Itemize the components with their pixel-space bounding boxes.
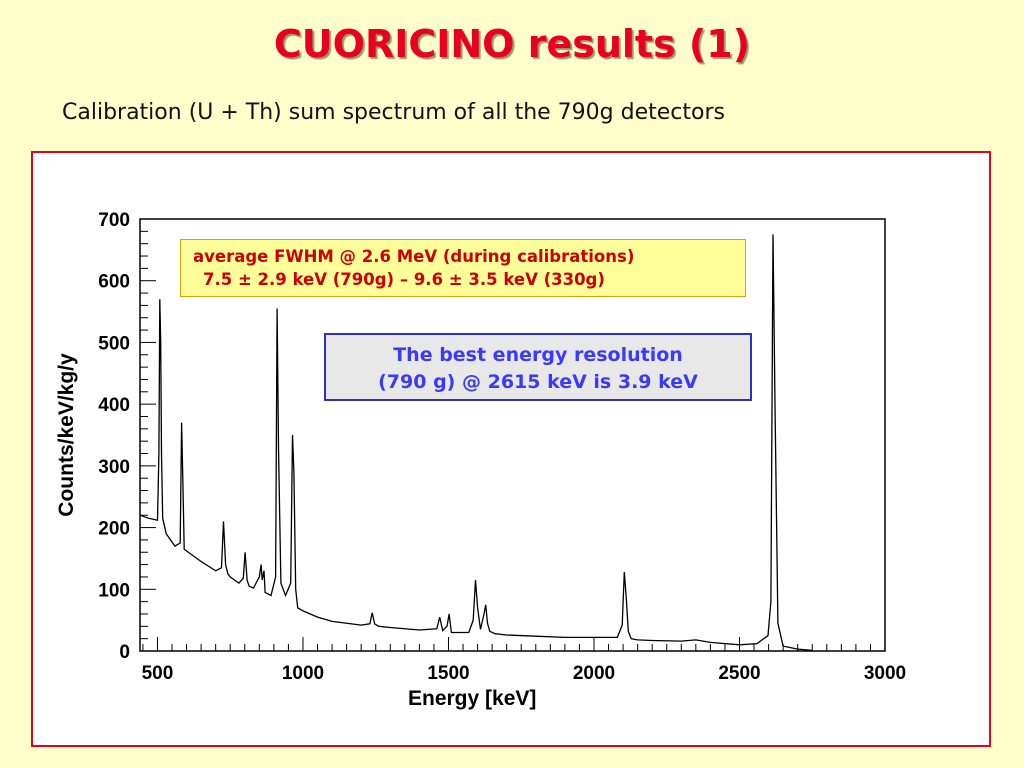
slide-title: CUORICINO results (1): [273, 22, 751, 66]
slide-subtitle: Calibration (U + Th) sum spectrum of all…: [62, 100, 725, 125]
y-tick-label: 700: [98, 210, 130, 231]
x-tick-label: 2500: [718, 663, 760, 684]
fwhm-line-1: average FWHM @ 2.6 MeV (during calibrati…: [193, 247, 635, 266]
x-tick-label: 500: [142, 663, 174, 684]
y-tick-label: 0: [119, 642, 130, 663]
y-tick-label: 600: [98, 272, 130, 293]
x-axis-label: Energy [keV]: [408, 687, 536, 710]
best-resolution-line-1: The best energy resolution: [393, 344, 683, 366]
y-tick-label: 500: [98, 333, 130, 354]
best-resolution-line-2: (790 g) @ 2615 keV is 3.9 keV: [378, 371, 698, 393]
fwhm-line-2: 7.5 ± 2.9 keV (790g) – 9.6 ± 3.5 keV (33…: [203, 270, 605, 289]
x-tick-label: 1500: [427, 663, 469, 684]
y-tick-label: 200: [98, 519, 130, 540]
x-tick-label: 1000: [282, 663, 324, 684]
y-tick-label: 100: [98, 580, 130, 601]
fwhm-annotation: average FWHM @ 2.6 MeV (during calibrati…: [180, 239, 746, 297]
y-tick-label: 300: [98, 457, 130, 478]
figure-frame: 500 1000 1500 2000 2500 3000 0 100 200 300 400 500 6…: [31, 151, 991, 747]
y-tick-label: 400: [98, 395, 130, 416]
x-tick-label: 3000: [864, 663, 906, 684]
y-axis-label: Counts/keV/kg/y: [55, 353, 78, 517]
best-resolution-annotation: The best energy resolution (790 g) @ 261…: [324, 333, 752, 401]
x-tick-label: 2000: [573, 663, 615, 684]
spectrum-line: [139, 234, 813, 652]
